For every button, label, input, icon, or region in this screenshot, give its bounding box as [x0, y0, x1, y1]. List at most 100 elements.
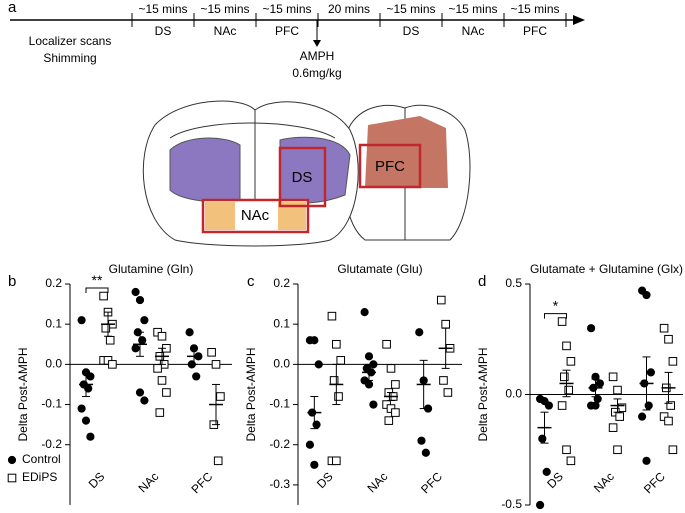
y-tick-label: -0.1 — [269, 397, 290, 411]
data-point — [131, 287, 140, 297]
x-tick-label: NAc — [364, 469, 390, 495]
y-tick-label: -0.3 — [269, 477, 290, 491]
data-point — [153, 364, 162, 373]
data-point — [213, 456, 223, 466]
data-point — [638, 412, 647, 421]
legend-marker — [7, 473, 17, 483]
drug-dose: 0.6mg/kg — [292, 66, 341, 80]
segment-duration: 20 mins — [328, 2, 370, 16]
data-point — [305, 440, 315, 449]
x-tick-label: NAc — [591, 469, 617, 495]
significance-bracket — [544, 313, 567, 319]
y-axis-label: Delta Post-AMPH — [244, 347, 258, 441]
panel-label: b — [8, 273, 16, 290]
nac-region — [205, 202, 235, 230]
data-point — [441, 319, 450, 329]
setup-label: Localizer scans — [29, 34, 112, 48]
pfc-voxel — [358, 143, 422, 189]
data-point — [566, 357, 576, 366]
x-tick-label: PFC — [188, 469, 215, 496]
data-point — [421, 448, 430, 457]
data-point — [591, 401, 600, 410]
segment-duration: ~15 mins — [200, 2, 249, 16]
x-tick-label: DS — [314, 469, 336, 491]
data-point — [105, 335, 115, 345]
y-tick-label: 0.2 — [273, 276, 290, 290]
legend-label: Control — [22, 452, 61, 466]
data-point — [310, 460, 319, 469]
segment-region: PFC — [275, 24, 299, 38]
panel-label: d — [478, 273, 486, 290]
y-tick-label: 0.0 — [273, 357, 290, 371]
segment-region: NAc — [462, 24, 485, 38]
data-point — [140, 396, 149, 405]
data-point — [436, 295, 446, 305]
chart-title: Glutamine (Gln) — [109, 262, 194, 276]
data-point — [562, 341, 571, 351]
data-point — [595, 379, 605, 388]
data-point — [666, 401, 676, 410]
y-tick-label: 0.2 — [45, 276, 62, 290]
x-tick-label: PFC — [641, 469, 668, 496]
significance-label: * — [553, 297, 559, 313]
data-point — [334, 392, 343, 401]
data-point — [613, 445, 622, 455]
data-point — [557, 317, 567, 326]
y-tick-label: -0.1 — [41, 397, 62, 411]
ds-voxel — [278, 146, 327, 208]
data-point — [135, 388, 145, 397]
data-point — [384, 416, 394, 425]
segment-region: DS — [403, 24, 420, 38]
data-point — [617, 403, 627, 413]
pfc-region — [365, 116, 448, 188]
data-point — [642, 290, 651, 300]
region-label: NAc — [241, 207, 270, 224]
y-tick-label: 0.1 — [273, 316, 290, 330]
x-tick-label: PFC — [418, 469, 445, 496]
timeline-arrowhead — [573, 15, 585, 25]
data-point — [369, 400, 378, 409]
y-tick-label: 0.5 — [505, 276, 522, 290]
data-point — [668, 445, 678, 455]
data-point — [108, 360, 117, 369]
data-point — [391, 380, 400, 389]
panel-label: c — [247, 273, 255, 290]
significance-label: ** — [92, 272, 103, 288]
data-point — [615, 412, 625, 421]
data-point — [664, 416, 673, 426]
data-point — [417, 436, 426, 445]
segment-duration: ~15 mins — [510, 2, 559, 16]
data-point — [216, 392, 225, 401]
y-tick-label: -0.2 — [41, 437, 62, 451]
data-point — [386, 364, 396, 373]
data-point — [77, 404, 86, 413]
data-point — [439, 376, 448, 385]
y-axis-label: Delta Post-AMPH — [476, 347, 490, 441]
data-point — [332, 456, 341, 466]
data-point — [135, 295, 145, 305]
data-point — [560, 372, 569, 382]
data-point — [587, 324, 596, 333]
data-point — [77, 316, 86, 325]
y-axis-label: Delta Post-AMPH — [16, 347, 30, 441]
data-point — [646, 368, 656, 377]
data-point — [668, 357, 678, 366]
panel-label: a — [8, 0, 17, 16]
data-point — [443, 388, 453, 397]
x-tick-label: NAc — [135, 469, 161, 495]
data-point — [557, 401, 567, 410]
data-point — [162, 388, 171, 397]
data-point — [327, 311, 337, 321]
significance-bracket — [85, 287, 109, 294]
data-point — [314, 360, 323, 369]
segment-duration: ~15 mins — [386, 2, 435, 16]
data-point — [659, 323, 669, 333]
y-tick-label: 0.1 — [45, 316, 62, 330]
data-point — [544, 401, 554, 410]
y-tick-label: -0.5 — [501, 497, 522, 511]
data-point — [86, 372, 95, 381]
data-point — [336, 356, 346, 365]
segment-region: DS — [155, 24, 172, 38]
data-point — [140, 316, 149, 325]
